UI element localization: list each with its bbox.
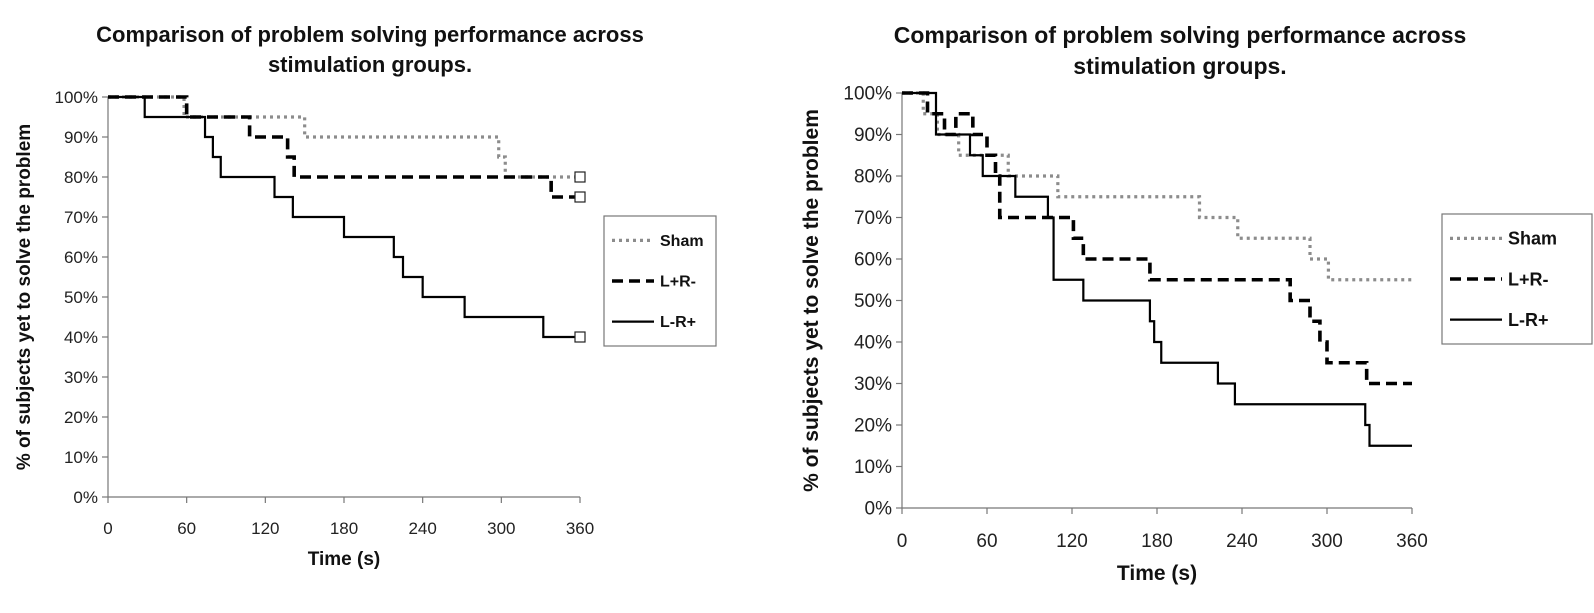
censor-marker-l-r	[574, 331, 586, 343]
y-tick-label: 0%	[73, 488, 98, 507]
censor-marker-l-r	[574, 191, 586, 203]
y-tick-label: 10%	[854, 457, 892, 478]
x-tick-label: 0	[897, 531, 908, 552]
x-tick-label: 60	[976, 531, 997, 552]
y-axis-label: % of subjects yet to solve the problem	[14, 124, 35, 470]
legend-label-sham: Sham	[660, 233, 704, 250]
legend-label-sham: Sham	[1508, 229, 1557, 249]
y-tick-label: 60%	[64, 248, 98, 267]
y-tick-label: 100%	[843, 84, 892, 105]
chart-panel-left: Comparison of problem solving performanc…	[0, 0, 790, 608]
y-tick-label: 70%	[854, 208, 892, 229]
y-tick-label: 50%	[854, 291, 892, 312]
series-line-sham	[902, 91, 1412, 282]
y-tick-label: 50%	[64, 288, 98, 307]
series-line-l-r	[108, 95, 580, 339]
legend-label-l-r: L-R+	[1508, 310, 1549, 330]
censor-marker-sham	[574, 171, 586, 183]
y-tick-label: 10%	[64, 448, 98, 467]
x-axis-label: Time (s)	[1117, 562, 1197, 585]
y-axis-label: % of subjects yet to solve the problem	[800, 109, 823, 492]
x-tick-label: 120	[1056, 531, 1088, 552]
y-tick-label: 20%	[854, 416, 892, 437]
y-tick-label: 60%	[854, 250, 892, 271]
series-line-l-r	[108, 95, 580, 199]
chart-panel-right: Comparison of problem solving performanc…	[790, 0, 1594, 608]
x-tick-label: 60	[177, 519, 196, 538]
x-tick-label: 360	[1396, 531, 1428, 552]
x-axis-label: Time (s)	[308, 549, 381, 570]
x-tick-label: 300	[487, 519, 515, 538]
x-tick-label: 120	[251, 519, 279, 538]
y-tick-label: 30%	[854, 374, 892, 395]
y-tick-label: 30%	[64, 368, 98, 387]
y-tick-label: 90%	[64, 128, 98, 147]
legend-label-l-r: L+R-	[1508, 269, 1549, 289]
y-tick-label: 0%	[865, 499, 893, 520]
series-line-sham	[108, 95, 580, 179]
x-tick-label: 180	[1141, 531, 1173, 552]
chart-title: Comparison of problem solving performanc…	[96, 22, 644, 77]
chart-right: 0% 10% 20% 30% 40% 50% 60% 70% 80% 90% 100% 0 60 120 1…	[800, 84, 1593, 585]
x-tick-label: 300	[1311, 531, 1343, 552]
y-tick-label: 100%	[55, 88, 98, 107]
x-tick-label: 360	[566, 519, 594, 538]
y-tick-label: 70%	[64, 208, 98, 227]
y-tick-label: 20%	[64, 408, 98, 427]
y-tick-label: 80%	[64, 168, 98, 187]
y-tick-label: 90%	[854, 125, 892, 146]
series-line-l-r	[902, 91, 1412, 447]
x-tick-label: 240	[1226, 531, 1258, 552]
chart-title: Comparison of problem solving performanc…	[893, 22, 1467, 80]
legend-label-l-r: L-R+	[660, 314, 696, 331]
x-tick-label: 240	[408, 519, 436, 538]
y-tick-label: 40%	[854, 333, 892, 354]
legend-label-l-r: L+R-	[660, 274, 696, 291]
x-tick-label: 180	[330, 519, 358, 538]
y-tick-label: 40%	[64, 328, 98, 347]
chart-left: 0% 10% 20% 30% 40% 50% 60% 70% 80% 90% 100% 0 60 120 1…	[14, 88, 717, 570]
series-line-l-r	[902, 91, 1412, 386]
x-tick-label: 0	[103, 519, 112, 538]
y-tick-label: 80%	[854, 167, 892, 188]
